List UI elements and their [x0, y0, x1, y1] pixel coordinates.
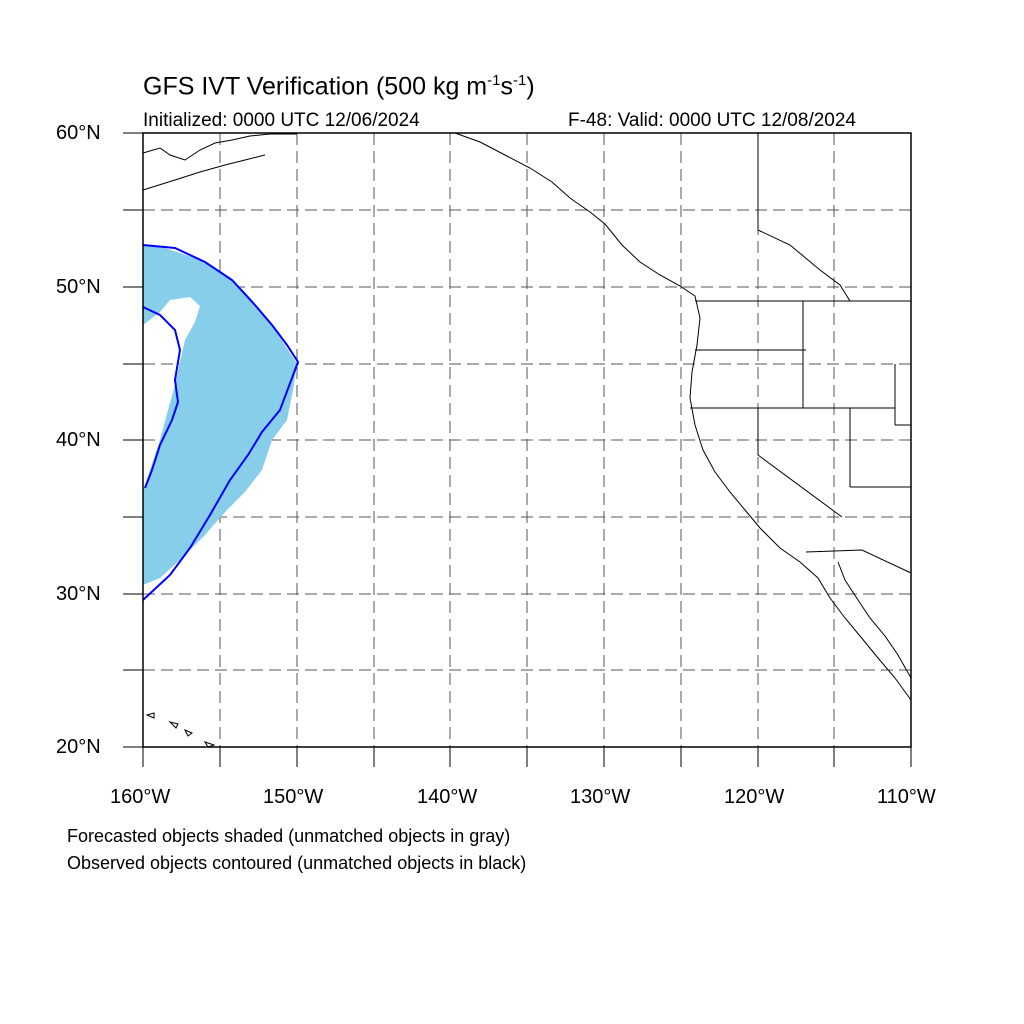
observed-ivt-contour: [142, 244, 300, 601]
initialized-time: Initialized: 0000 UTC 12/06/2024: [143, 110, 420, 131]
observed-legend-note: Observed objects contoured (unmatched ob…: [67, 853, 527, 873]
lat-label: 30°N: [56, 583, 101, 605]
lon-label: 140°W: [417, 786, 478, 808]
lon-label: 150°W: [263, 786, 324, 808]
baja-coastline: [837, 561, 912, 679]
northwest-coastline: [142, 133, 297, 191]
lat-label: 40°N: [56, 429, 101, 451]
map-title: GFS IVT Verification (500 kg m-1s-1): [143, 72, 535, 101]
forecast-legend-note: Forecasted objects shaded (unmatched obj…: [67, 826, 511, 846]
axis-ticks: [123, 132, 912, 767]
forecast-ivt-object: [143, 245, 297, 585]
lon-label: 130°W: [570, 786, 631, 808]
lon-label: 110°W: [877, 786, 936, 808]
valid-time: F-48: Valid: 0000 UTC 12/08/2024: [568, 110, 856, 131]
hawaii-islands: [145, 712, 216, 748]
north-america-coastline: [454, 132, 912, 701]
observed-ivt-contour-inner: [142, 306, 182, 489]
lon-label: 160°W: [110, 786, 171, 808]
lon-label: 120°W: [724, 786, 785, 808]
political-borders: [690, 133, 912, 574]
lat-label: 50°N: [56, 276, 101, 298]
lat-label: 20°N: [56, 736, 101, 758]
lat-label: 60°N: [56, 122, 101, 144]
